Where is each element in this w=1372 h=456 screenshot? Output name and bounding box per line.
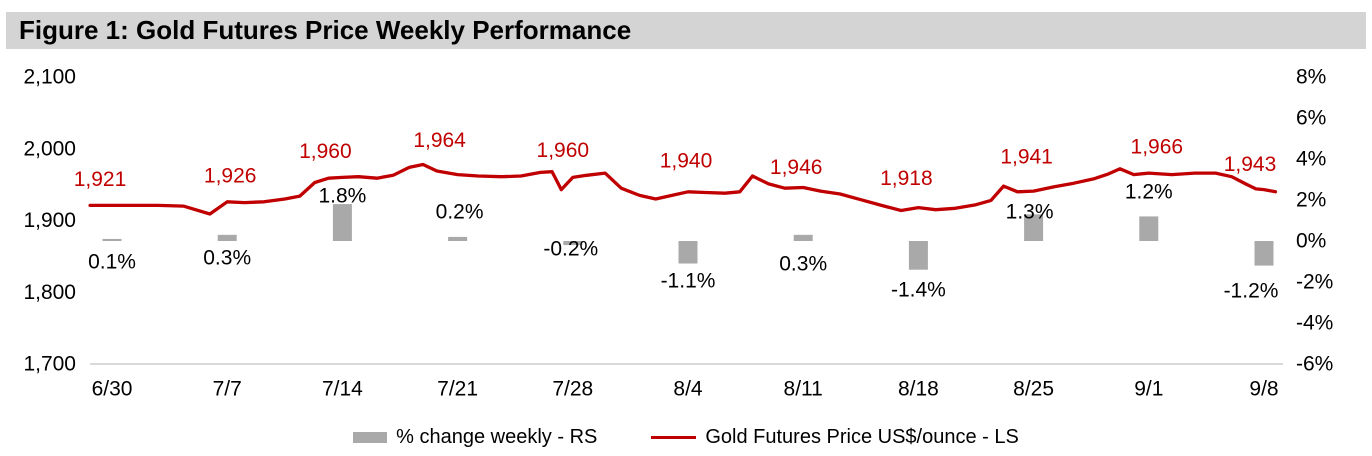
x-axis-tick-label: 6/30 <box>92 378 133 401</box>
price-value-label: 1,921 <box>74 168 127 191</box>
weekly-change-bar <box>793 234 813 241</box>
price-value-label: 1,960 <box>299 140 352 163</box>
chart-legend: % change weekly - RS Gold Futures Price … <box>0 424 1372 450</box>
price-value-label: 1,946 <box>770 156 823 179</box>
y-axis-right-tick-label: -4% <box>1296 312 1333 335</box>
bar-value-label: -1.4% <box>891 279 946 302</box>
weekly-change-bar <box>1139 216 1159 241</box>
bar-series-swatch <box>353 431 388 443</box>
price-value-label: 1,964 <box>413 129 466 152</box>
y-axis-right-tick-label: 4% <box>1296 148 1326 171</box>
legend-label-gold-price: Gold Futures Price US$/ounce - LS <box>705 425 1019 448</box>
y-axis-left-tick-label: 1,800 <box>23 281 76 304</box>
bar-value-label: 0.2% <box>436 201 484 224</box>
x-axis-tick-label: 7/21 <box>437 378 478 401</box>
weekly-change-bar <box>678 241 698 264</box>
x-axis-tick-label: 9/1 <box>1134 378 1163 401</box>
bar-value-label: -1.1% <box>661 270 716 293</box>
weekly-change-bar <box>448 236 468 241</box>
y-axis-left-tick-label: 1,700 <box>23 353 76 376</box>
y-axis-left-tick-label: 2,100 <box>23 66 76 89</box>
price-line <box>88 162 1278 216</box>
y-axis-right-tick-label: 6% <box>1296 107 1326 130</box>
y-axis-right-tick-label: 2% <box>1296 189 1326 212</box>
weekly-change-bar <box>217 234 237 241</box>
y-axis-left-tick-label: 2,000 <box>23 137 76 160</box>
weekly-change-bar <box>908 241 928 270</box>
figure-title: Figure 1: Gold Futures Price Weekly Perf… <box>19 15 632 45</box>
x-axis-tick-label: 9/8 <box>1249 378 1278 401</box>
price-value-label: 1,943 <box>1224 153 1277 176</box>
weekly-change-bar <box>1254 241 1274 266</box>
x-axis-tick-label: 8/18 <box>898 378 939 401</box>
figure-title-bar: Figure 1: Gold Futures Price Weekly Perf… <box>6 12 1366 49</box>
price-value-label: 1,926 <box>204 164 257 187</box>
x-axis-tick-label: 8/11 <box>784 378 823 401</box>
x-axis-tick-label: 8/4 <box>673 378 703 401</box>
weekly-change-bar <box>332 204 352 241</box>
bar-value-label: 1.3% <box>1006 201 1054 224</box>
y-axis-left-tick-label: 1,900 <box>23 209 76 232</box>
y-axis-right-tick-label: 8% <box>1296 66 1326 89</box>
x-axis-tick-label: 7/28 <box>552 378 593 401</box>
line-series-swatch <box>651 435 697 439</box>
bar-value-label: 0.3% <box>779 253 827 276</box>
x-axis-tick-label: 7/7 <box>213 378 242 401</box>
price-value-label: 1,941 <box>1000 146 1053 169</box>
price-value-label: 1,966 <box>1131 136 1184 159</box>
bar-value-label: 0.1% <box>88 251 136 274</box>
y-axis-right-tick-label: -2% <box>1296 271 1333 294</box>
bar-value-label: 0.3% <box>203 247 251 270</box>
x-axis-tick-label: 7/14 <box>322 378 363 401</box>
weekly-change-bar <box>1024 214 1044 241</box>
bar-value-label: 1.8% <box>318 185 366 208</box>
x-axis-tick-label: 8/25 <box>1013 378 1054 401</box>
price-value-label: 1,918 <box>880 167 933 190</box>
y-axis-right-tick-label: 0% <box>1296 230 1326 253</box>
weekly-change-bar <box>102 238 122 241</box>
price-value-label: 1,960 <box>537 139 590 162</box>
bar-value-label: -1.2% <box>1224 280 1279 303</box>
legend-label-pct-change: % change weekly - RS <box>396 425 598 448</box>
bar-value-label: -0.2% <box>543 238 598 261</box>
weekly-change-bar <box>563 241 583 246</box>
bar-value-label: 1.2% <box>1125 181 1173 204</box>
legend-item-pct-change: % change weekly - RS <box>353 426 597 449</box>
price-value-label: 1,940 <box>660 149 713 172</box>
y-axis-right-tick-label: -6% <box>1296 353 1333 376</box>
legend-item-gold-price: Gold Futures Price US$/ounce - LS <box>651 425 1019 449</box>
